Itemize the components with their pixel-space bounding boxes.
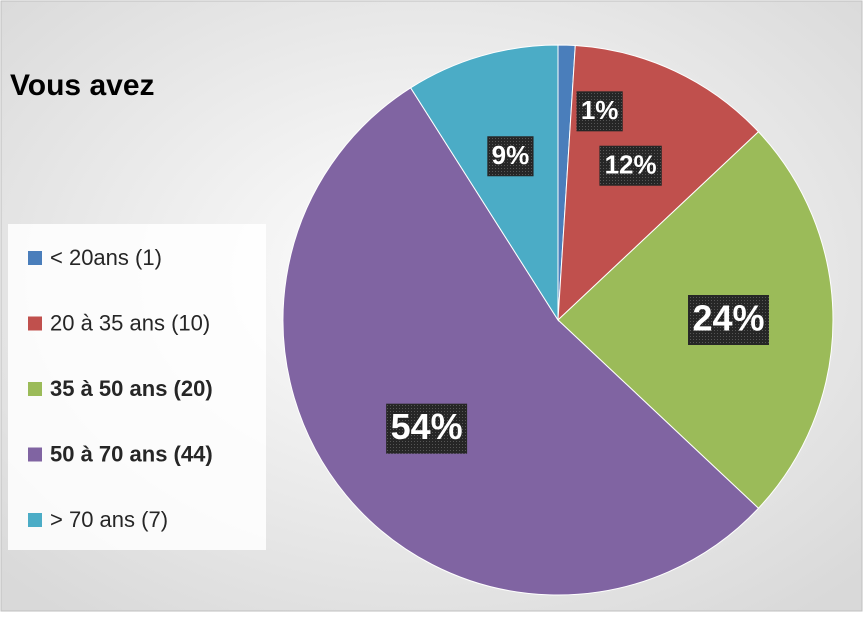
data-label: 1% — [581, 95, 619, 125]
legend-label: > 70 ans (7) — [50, 507, 168, 532]
data-label-box — [576, 91, 623, 132]
legend-swatch — [28, 316, 42, 331]
legend-swatch — [28, 382, 42, 396]
data-labels: 1% 12% 24% 54% 9% — [386, 91, 769, 454]
legend-label: 20 à 35 ans (10) — [50, 310, 210, 335]
data-label: 9% — [492, 140, 530, 170]
legend-box — [8, 224, 266, 550]
data-label-box — [599, 145, 662, 186]
chart-title: Vous avez — [10, 69, 155, 102]
data-label: 54% — [391, 406, 463, 447]
legend-swatch — [28, 251, 42, 265]
data-label: 12% — [605, 150, 657, 180]
legend-label: 35 à 50 ans (20) — [50, 376, 213, 401]
data-label-box — [688, 295, 769, 345]
legend-label: 50 à 70 ans (44) — [50, 441, 213, 466]
data-label: 24% — [692, 298, 764, 339]
data-label-box — [386, 403, 468, 454]
pie-slice — [409, 44, 559, 322]
pie-slice — [282, 87, 760, 596]
legend-swatch — [28, 513, 42, 527]
data-label-box — [487, 136, 534, 177]
legend-swatch — [28, 447, 42, 462]
legend-label: < 20ans (1) — [50, 245, 162, 270]
legend: < 20ans (1) 20 à 35 ans (10) 35 à 50 ans (… — [28, 245, 213, 532]
